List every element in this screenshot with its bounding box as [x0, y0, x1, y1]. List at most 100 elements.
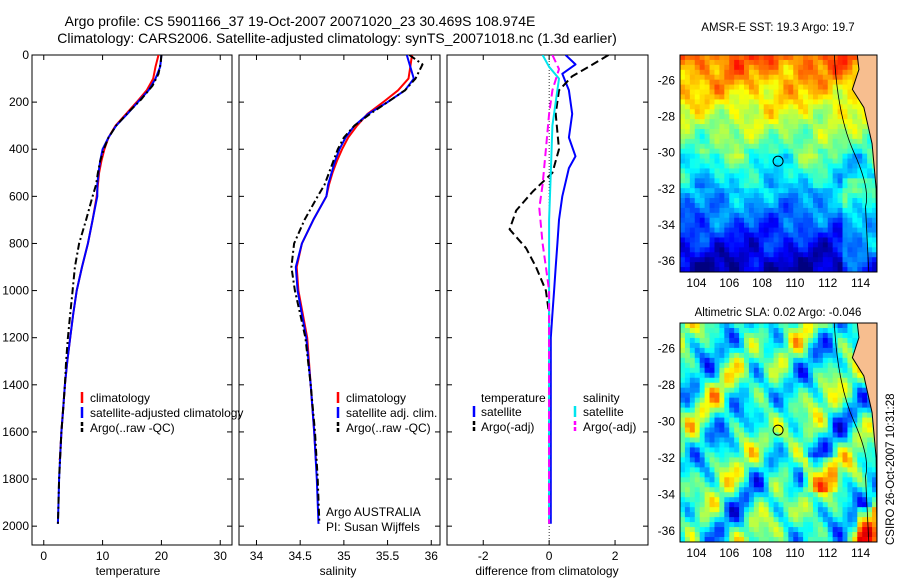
- map-cell: [812, 257, 819, 263]
- map-cell: [793, 397, 799, 404]
- map-cell: [714, 74, 720, 81]
- map-cell: [847, 387, 853, 394]
- map-cell: [803, 222, 809, 229]
- map-cell: [808, 217, 814, 224]
- map-cell: [709, 207, 716, 214]
- map-cell: [748, 527, 755, 533]
- map-cell: [748, 237, 755, 244]
- map-cell: [709, 119, 716, 125]
- map-cell: [793, 467, 799, 473]
- map-cell: [748, 532, 755, 538]
- map-cell: [680, 79, 686, 86]
- map-cell: [857, 482, 863, 488]
- map-cell: [709, 257, 716, 263]
- map-cell: [847, 522, 853, 528]
- map-cell: [822, 173, 829, 179]
- map-cell: [812, 99, 819, 105]
- map-cell: [788, 133, 794, 140]
- map-y-tick-label: -26: [658, 73, 676, 87]
- map-cell: [862, 188, 868, 194]
- map-cell: [798, 119, 804, 125]
- map-cell: [783, 202, 789, 209]
- map-cell: [872, 267, 877, 272]
- map-cell: [694, 527, 701, 533]
- map-cell: [798, 337, 804, 344]
- map-cell: [798, 148, 804, 155]
- map-cell: [808, 527, 814, 533]
- map-cell: [852, 422, 858, 429]
- map-cell: [783, 257, 789, 263]
- map-cell: [689, 242, 696, 248]
- map-cell: [847, 332, 853, 339]
- map-cell: [822, 402, 829, 409]
- map-cell: [709, 237, 716, 244]
- map-cell: [709, 217, 716, 224]
- map-cell: [689, 432, 696, 439]
- map-cell: [812, 138, 819, 145]
- difference-xlabel: difference from climatology: [475, 564, 618, 578]
- map-cell: [714, 372, 720, 379]
- map-cell: [680, 99, 686, 105]
- map-cell: [748, 158, 755, 165]
- map-cell: [758, 183, 765, 189]
- map-cell: [763, 377, 770, 384]
- map-cell: [832, 482, 839, 488]
- map-cell: [822, 532, 829, 538]
- map-cell: [734, 512, 740, 518]
- map-cell: [709, 342, 716, 349]
- map-cell: [709, 532, 716, 538]
- map-cell: [699, 412, 706, 419]
- map-cell: [729, 262, 735, 268]
- map-cell: [689, 323, 696, 329]
- map-cell: [758, 442, 765, 449]
- map-cell: [724, 114, 730, 120]
- map-cell: [808, 84, 814, 91]
- map-cell: [783, 437, 789, 444]
- map-cell: [812, 64, 819, 71]
- map-cell: [827, 133, 834, 140]
- map-cell: [768, 207, 775, 214]
- map-cell: [753, 442, 760, 449]
- map-cell: [852, 447, 858, 454]
- map-cell: [822, 89, 829, 96]
- map-cell: [753, 487, 760, 493]
- map-cell: [694, 432, 701, 439]
- map-cell: [739, 59, 745, 66]
- map-cell: [714, 59, 720, 66]
- map-cell: [773, 327, 780, 334]
- map-cell: [704, 457, 711, 463]
- map-cell: [763, 427, 770, 434]
- map-cell: [699, 114, 706, 120]
- shelf-contour: [833, 55, 870, 272]
- map-cell: [739, 432, 745, 439]
- map-cell: [684, 337, 691, 344]
- map-cell: [793, 79, 799, 86]
- map-cell: [798, 492, 804, 498]
- map-cell: [748, 507, 755, 513]
- map-cell: [812, 492, 819, 498]
- map-cell: [739, 252, 745, 258]
- map-cell: [684, 502, 691, 508]
- map-cell: [808, 89, 814, 96]
- map-cell: [744, 502, 750, 508]
- map-cell: [808, 372, 814, 379]
- map-cell: [872, 497, 877, 503]
- map-cell: [744, 487, 750, 493]
- map-cell: [793, 158, 799, 165]
- map-x-tick-label: 110: [785, 276, 804, 290]
- x-tick-label: 36: [425, 549, 439, 563]
- map-cell: [684, 452, 691, 458]
- map-cell: [719, 153, 725, 160]
- map-cell: [837, 55, 844, 61]
- map-cell: [763, 452, 770, 458]
- map-cell: [744, 387, 750, 394]
- map-cell: [709, 527, 716, 533]
- map-cell: [704, 417, 711, 424]
- map-cell: [847, 59, 853, 66]
- map-cell: [847, 337, 853, 344]
- map-cell: [763, 198, 770, 204]
- map-cell: [783, 242, 789, 248]
- map-cell: [822, 133, 829, 140]
- map-cell: [822, 104, 829, 110]
- map-cell: [872, 477, 877, 483]
